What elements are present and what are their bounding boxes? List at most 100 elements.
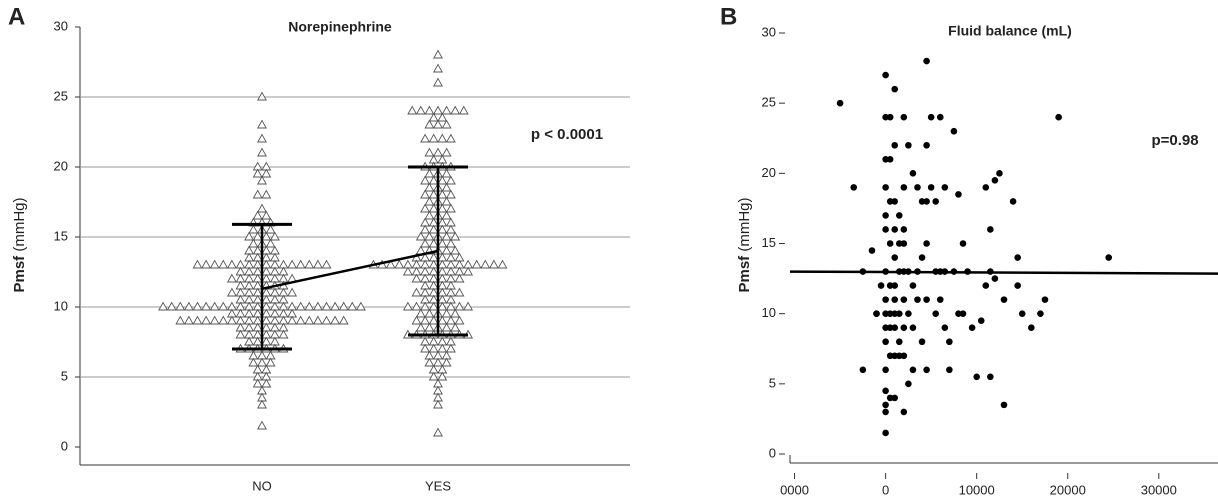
data-point xyxy=(321,259,332,269)
data-point xyxy=(424,182,435,192)
data-point xyxy=(882,212,889,219)
data-point xyxy=(886,324,894,332)
data-point xyxy=(886,310,894,317)
data-point xyxy=(445,238,456,248)
data-point xyxy=(424,105,435,115)
x-tick-label: 0 xyxy=(882,482,889,497)
data-point xyxy=(261,231,272,241)
data-point xyxy=(955,310,962,317)
data-point xyxy=(437,301,448,311)
data-point xyxy=(471,259,482,269)
data-point xyxy=(914,296,921,303)
data-point xyxy=(248,224,259,234)
chart-title: Fluid balance (mL) xyxy=(948,23,1072,39)
data-point xyxy=(441,322,452,332)
data-point xyxy=(428,189,439,199)
data-point xyxy=(201,259,212,269)
data-point xyxy=(261,168,272,178)
y-label-main: Pmsf xyxy=(736,255,753,293)
data-point xyxy=(891,226,899,233)
x-tick-label: 30000 xyxy=(1141,482,1177,497)
data-point xyxy=(450,308,461,318)
data-point xyxy=(428,315,439,325)
data-point xyxy=(428,112,439,122)
data-point xyxy=(1014,254,1021,261)
data-point xyxy=(1055,113,1062,121)
data-point xyxy=(441,245,452,255)
data-point xyxy=(441,308,452,318)
data-point xyxy=(927,113,935,121)
data-point xyxy=(441,231,452,241)
data-point xyxy=(394,259,405,269)
data-point xyxy=(445,224,456,234)
data-point xyxy=(437,238,448,248)
data-point xyxy=(441,357,452,367)
data-point xyxy=(959,240,967,247)
data-point xyxy=(261,378,272,388)
data-point xyxy=(437,189,448,199)
data-point xyxy=(445,175,456,185)
data-point xyxy=(415,322,426,332)
data-point xyxy=(891,296,899,303)
x-tick-label: NO xyxy=(252,478,272,493)
data-point xyxy=(424,119,435,129)
data-point xyxy=(312,301,323,311)
data-point xyxy=(415,308,426,318)
data-point xyxy=(886,282,894,289)
data-point xyxy=(463,301,474,311)
data-point xyxy=(248,357,259,367)
data-point xyxy=(424,322,435,332)
data-point xyxy=(441,210,452,220)
y-tick-label: 0 xyxy=(61,438,68,453)
data-point xyxy=(411,315,422,325)
data-point xyxy=(428,224,439,234)
data-point xyxy=(891,198,899,205)
data-point xyxy=(454,287,465,297)
data-point xyxy=(218,301,229,311)
data-point xyxy=(437,343,448,353)
data-point xyxy=(909,170,917,177)
data-point xyxy=(428,133,439,143)
data-point xyxy=(235,329,246,339)
data-point xyxy=(891,141,899,149)
data-point xyxy=(441,147,452,157)
data-point xyxy=(192,315,203,325)
data-point xyxy=(437,224,448,234)
data-point xyxy=(415,105,426,115)
data-point xyxy=(428,203,439,213)
data-point xyxy=(882,296,889,303)
data-point xyxy=(927,184,935,191)
data-point xyxy=(252,210,263,220)
data-point xyxy=(886,394,894,402)
data-point xyxy=(265,224,276,234)
annotation: p < 0.0001 xyxy=(531,126,603,143)
data-point xyxy=(450,322,461,332)
data-point xyxy=(312,315,323,325)
data-point xyxy=(209,301,220,311)
data-point xyxy=(218,259,229,269)
y-axis-label: Pmsf (mmHg) xyxy=(11,197,28,292)
data-point xyxy=(201,301,212,311)
data-point xyxy=(454,301,465,311)
data-point xyxy=(488,259,499,269)
data-point xyxy=(932,310,940,317)
y-label-unit: (mmHg) xyxy=(736,197,753,251)
data-point xyxy=(428,301,439,311)
data-point xyxy=(909,324,917,332)
y-label-unit: (mmHg) xyxy=(11,197,28,251)
data-point xyxy=(882,401,889,409)
data-point xyxy=(1105,254,1113,261)
data-point xyxy=(407,105,418,115)
data-point xyxy=(941,184,949,191)
data-point xyxy=(991,177,999,184)
data-point xyxy=(420,203,431,213)
data-point xyxy=(252,189,263,199)
data-point xyxy=(923,57,930,65)
data-point xyxy=(895,310,903,317)
data-point xyxy=(905,380,912,388)
fit-line xyxy=(789,270,1218,275)
data-point xyxy=(882,338,889,346)
y-tick-label: 20 xyxy=(762,165,776,180)
data-point xyxy=(321,315,332,325)
